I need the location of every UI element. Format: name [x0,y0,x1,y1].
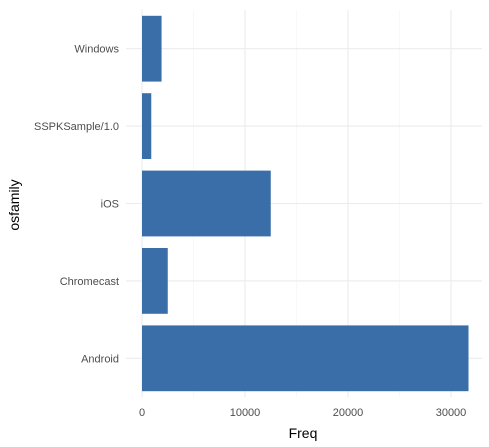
y-axis-tick-labels: Android Chromecast iOS SSPKSample/1.0 Window… [34,44,119,366]
x-tick-label: 10000 [230,407,261,419]
bar-chromecast [142,248,168,314]
x-tick-label: 0 [139,407,145,419]
y-axis-title: osfamily [6,179,22,230]
y-tick-label: Windows [74,44,119,56]
y-tick-label: iOS [101,199,119,211]
x-tick-label: 30000 [436,407,467,419]
y-tick-label: Chromecast [60,276,119,288]
x-tick-label: 20000 [333,407,364,419]
bar-ios [142,170,271,237]
bar-android [142,325,469,392]
bars [142,15,469,392]
x-axis-tick-labels: 0 10000 20000 30000 [139,407,466,419]
y-tick-label: SSPKSample/1.0 [34,121,119,133]
grid [126,10,482,397]
bar-windows [142,15,162,82]
x-axis-title: Freq [289,425,318,441]
y-tick-label: Android [81,353,119,365]
bar-sspksample-1-0 [142,93,152,159]
